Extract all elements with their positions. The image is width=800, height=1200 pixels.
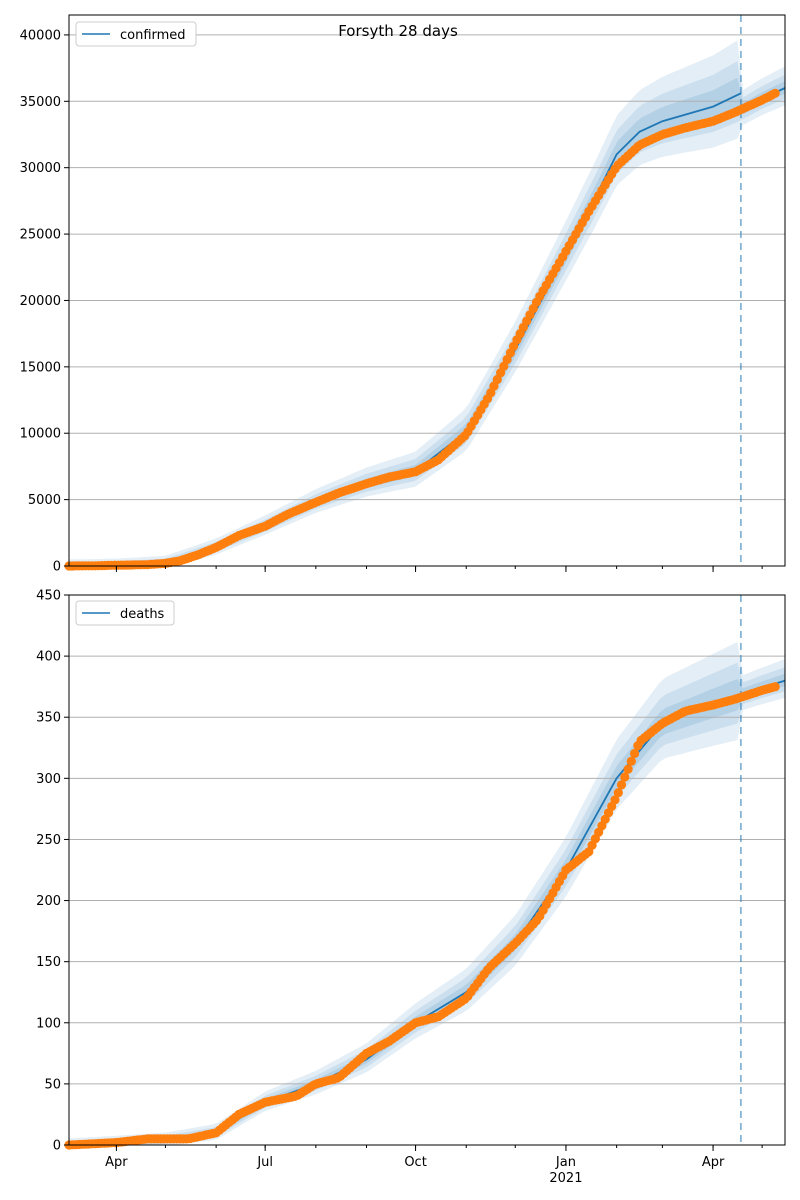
deaths-uncertainty-bands (69, 642, 785, 1145)
confirmed-y-axis: 0 5000 10000 15000 20000 25000 30000 35000 40000 (20, 28, 69, 575)
uncertainty-band (69, 673, 785, 1145)
observed-point (626, 756, 636, 766)
uncertainty-band (69, 40, 785, 566)
y-tick-label: 10000 (20, 427, 61, 442)
deaths-observed-points (64, 682, 780, 1150)
x-tick-sublabel: 2021 (549, 1171, 582, 1186)
y-tick-label: 15000 (20, 360, 61, 375)
uncertainty-band (69, 642, 785, 1145)
observed-point (616, 780, 627, 790)
y-tick-label: 5000 (28, 493, 61, 508)
y-tick-label: 0 (53, 1139, 61, 1154)
x-tick-label: Apr (702, 1155, 725, 1170)
confirmed-x-axis (115, 566, 763, 572)
y-tick-label: 30000 (20, 161, 61, 176)
y-tick-label: 450 (36, 589, 61, 604)
y-tick-label: 0 (53, 560, 61, 575)
x-tick-label: Apr (105, 1155, 128, 1170)
x-tick-label: Jul (256, 1155, 273, 1170)
y-tick-label: 300 (36, 772, 61, 787)
legend-label-deaths: deaths (120, 607, 165, 622)
observed-point (623, 764, 633, 774)
y-tick-label: 20000 (20, 294, 61, 309)
confirmed-observed-points (64, 88, 780, 571)
observed-point (630, 748, 640, 759)
uncertainty-band (69, 662, 785, 1145)
confirmed-axes-frame (68, 14, 786, 567)
observed-point (613, 788, 623, 798)
legend-box (75, 21, 197, 47)
confirmed-legend: confirmed (75, 21, 197, 47)
y-tick-label: 40000 (20, 28, 61, 43)
y-tick-label: 400 (36, 650, 61, 665)
x-tick-label: Oct (404, 1155, 426, 1170)
y-tick-label: 25000 (20, 228, 61, 243)
deaths-axes-frame (68, 594, 786, 1146)
y-tick-label: 150 (36, 955, 61, 970)
y-tick-label: 35000 (20, 95, 61, 110)
x-tick-label: Jan (555, 1155, 576, 1170)
y-tick-label: 50 (44, 1077, 61, 1092)
deaths-legend: deaths (75, 600, 175, 626)
deaths-y-axis: 0 50 100 150 200 250 300 350 400 450 (36, 589, 69, 1154)
observed-point (770, 682, 780, 692)
y-tick-label: 200 (36, 894, 61, 909)
observed-point (610, 795, 620, 805)
figure-title: Forsyth 28 days (338, 22, 458, 40)
observed-point (620, 772, 630, 782)
y-tick-label: 100 (36, 1016, 61, 1031)
y-tick-label: 250 (36, 833, 61, 848)
observed-point (770, 88, 780, 98)
confirmed-panel: 0 5000 10000 15000 20000 25000 30000 35000 40000… (20, 14, 786, 575)
deaths-panel: 0 50 100 150 200 250 300 350 400 450 Apr Jul Oct Jan… (36, 589, 786, 1186)
y-tick-label: 350 (36, 711, 61, 726)
legend-label-confirmed: confirmed (120, 28, 186, 43)
legend-box (75, 600, 175, 626)
